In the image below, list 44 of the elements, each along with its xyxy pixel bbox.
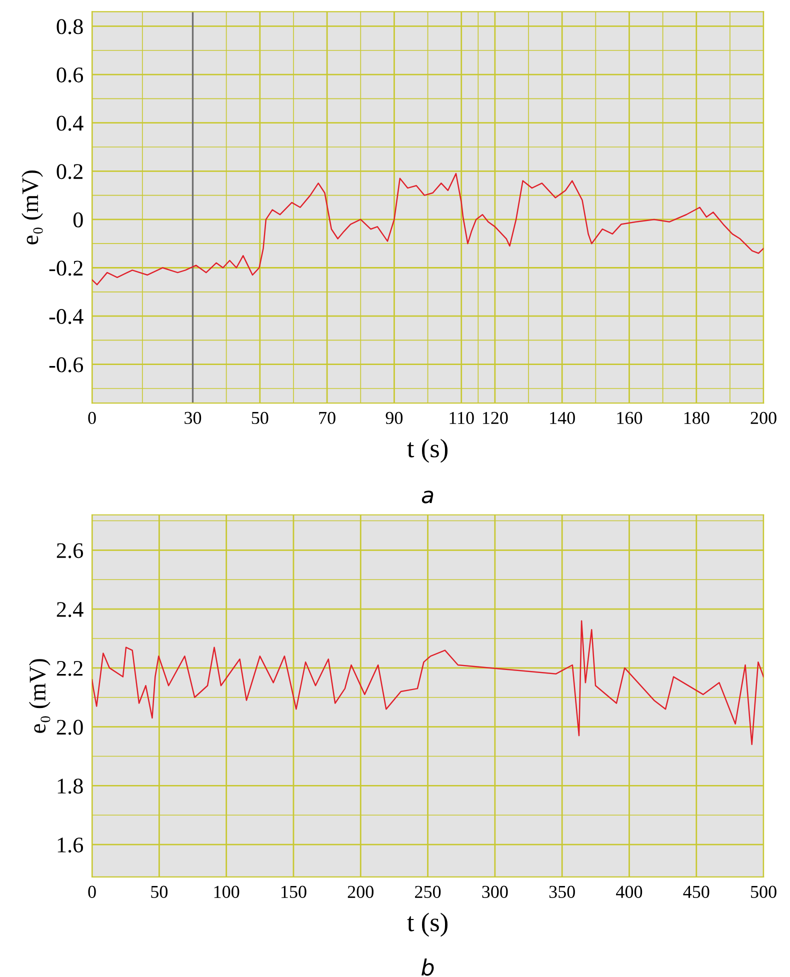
x-tick-label: 140 <box>550 412 575 424</box>
y-tick-label: -0.2 <box>49 260 82 276</box>
text: b <box>422 958 434 976</box>
x-tick-label: 250 <box>415 886 441 898</box>
y-tick-label: 0.2 <box>56 164 82 180</box>
y-tick-label: 2.6 <box>56 543 84 558</box>
y-axis-title: e₀ (mV) <box>28 659 50 733</box>
x-tick-label: 180 <box>684 412 710 424</box>
y-tick-label: -0.6 <box>49 357 84 372</box>
x-tick-label: 50 <box>151 886 168 898</box>
y-tick-label: 0.6 <box>56 67 84 83</box>
x-tick-label: 200 <box>750 412 776 424</box>
x-tick-label: 100 <box>214 886 240 898</box>
x-tick-label: 400 <box>616 886 642 898</box>
x-axis-title: t (s) <box>407 912 448 937</box>
line-series <box>92 172 764 286</box>
y-tick-label: 2.2 <box>56 660 82 676</box>
y-tick-label: 2.0 <box>56 720 83 735</box>
x-tick-label: 160 <box>617 412 642 424</box>
line-series <box>92 620 764 746</box>
y-axis-title: e₀ (mV) <box>22 170 43 244</box>
x-tick-label: 500 <box>751 886 776 898</box>
y-tick-label: 0.8 <box>56 19 83 34</box>
y-tick-label: 2.4 <box>56 602 84 618</box>
x-tick-label: 350 <box>549 886 575 898</box>
x-tick-label: 450 <box>683 886 710 898</box>
y-tick-label: 1.6 <box>58 838 84 853</box>
x-tick-label: 300 <box>482 886 508 898</box>
y-tick-label: 0 <box>73 212 83 228</box>
y-tick-label: -0.4 <box>49 308 84 324</box>
text: a <box>422 490 434 504</box>
x-tick-label: 70 <box>319 412 336 424</box>
x-tick-label: 150 <box>282 886 306 898</box>
x-axis-title: t (s) <box>407 438 448 463</box>
x-tick-label: 200 <box>348 886 374 898</box>
x-tick-label: 0 <box>88 412 96 424</box>
x-tick-label: 90 <box>386 412 403 424</box>
x-tick-label: 50 <box>252 412 268 424</box>
y-tick-label: 0.4 <box>56 116 84 131</box>
y-tick-label: 1.8 <box>58 778 83 794</box>
x-tick-label: 120 <box>482 412 508 424</box>
x-tick-label: 30 <box>184 412 202 424</box>
x-tick-label: 110 <box>450 412 474 424</box>
x-tick-label: 0 <box>88 886 96 898</box>
